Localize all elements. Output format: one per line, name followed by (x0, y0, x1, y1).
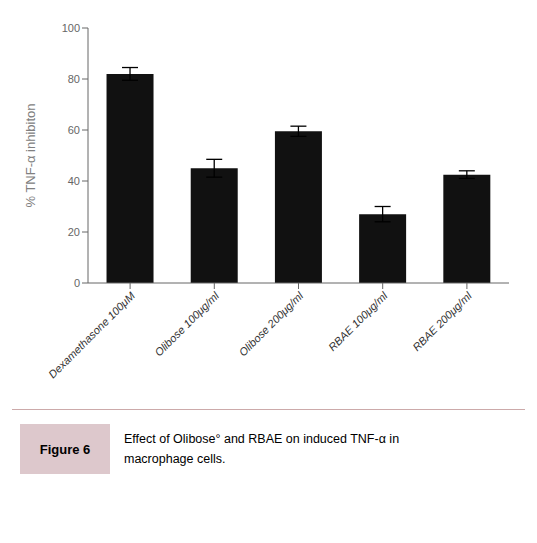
svg-text:Olibose 100μg/ml: Olibose 100μg/ml (152, 289, 221, 358)
svg-text:40: 40 (68, 175, 80, 187)
svg-text:Olibose 200μg/ml: Olibose 200μg/ml (236, 289, 305, 358)
html-text:Effect of Olibose° and RBAE on: Effect of Olibose° and RBAE on induced T… (124, 432, 400, 446)
svg-text:0: 0 (74, 277, 80, 289)
svg-text:100: 100 (62, 22, 80, 34)
svg-text:80: 80 (68, 73, 80, 85)
html-text:macrophage cells.: macrophage cells. (124, 452, 226, 466)
svg-text:Dexamethasone 100μM: Dexamethasone 100μM (46, 289, 138, 381)
svg-text:RBAE 200μg/ml: RBAE 200μg/ml (410, 289, 474, 353)
svg-text:20: 20 (68, 226, 80, 238)
svg-text:60: 60 (68, 124, 80, 136)
svg-text:% TNF-α inhibiton: % TNF-α inhibiton (23, 103, 38, 207)
svg-text:RBAE 100μg/ml: RBAE 100μg/ml (326, 289, 390, 353)
html-text:Figure 6: Figure 6 (39, 441, 91, 457)
